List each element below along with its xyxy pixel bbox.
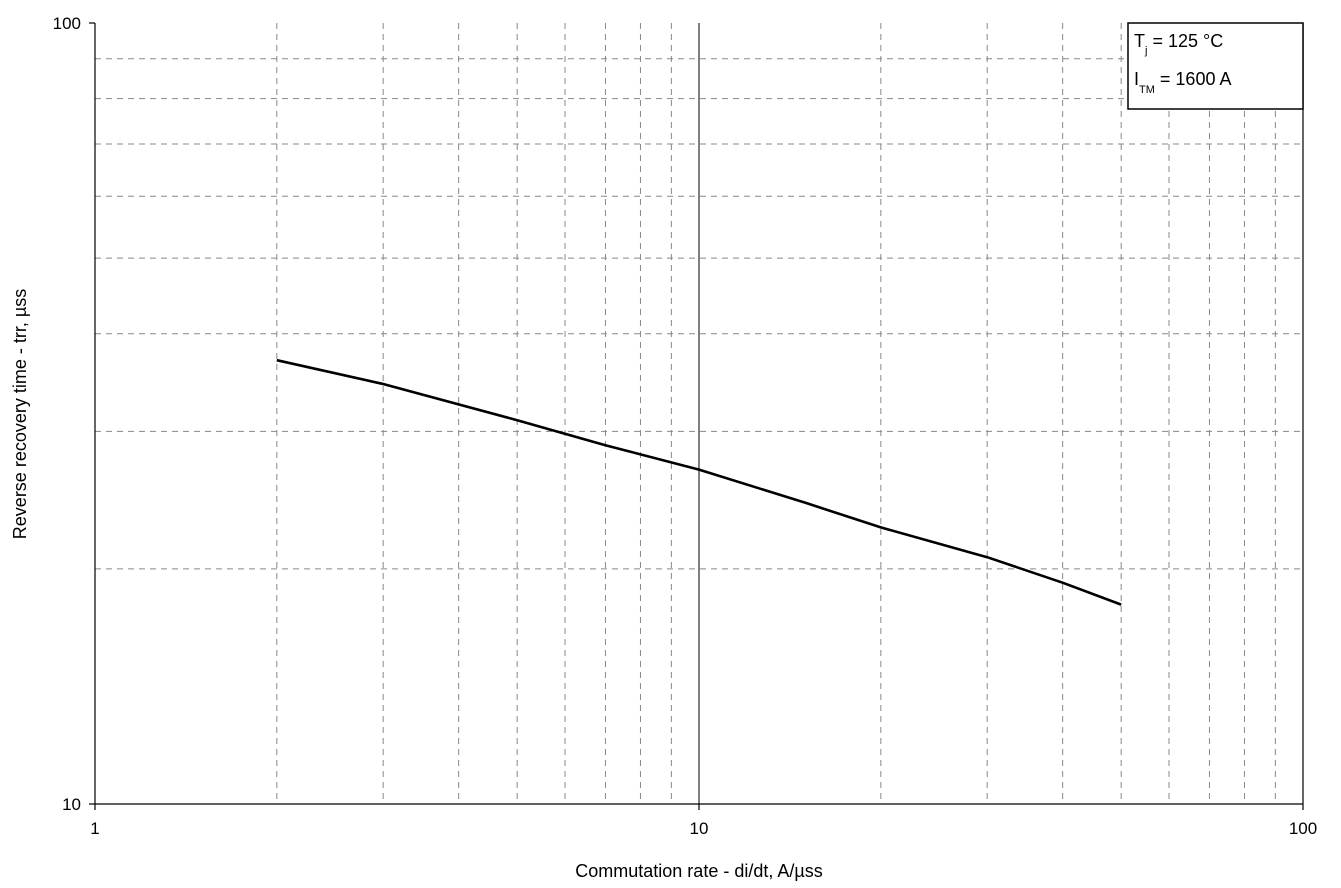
- x-tick-labels: 1 10 100: [90, 819, 1317, 838]
- y-tick-label: 100: [53, 14, 81, 33]
- x-tick-label: 10: [690, 819, 709, 838]
- legend-frame: [1127, 22, 1304, 110]
- legend-tj-value: = 125 °C: [1147, 31, 1223, 51]
- x-axis-title: Commutation rate - di/dt, A/µss: [575, 861, 822, 881]
- legend-line-1: Tj = 125 °C: [1134, 31, 1223, 57]
- series-group: [276, 358, 1122, 606]
- x-tick-label: 1: [90, 819, 99, 838]
- legend-itm-value: = 1600 A: [1155, 69, 1232, 89]
- legend-box: Tj = 125 °C ITM = 1600 A: [1127, 22, 1304, 110]
- legend-tj-symbol: T: [1134, 31, 1145, 51]
- legend-line-2: ITM = 1600 A: [1134, 69, 1231, 96]
- axes: [89, 22, 1304, 810]
- legend-itm-subscript: TM: [1139, 84, 1155, 96]
- y-axis-title: Reverse recovery time - trr, µss: [10, 289, 30, 539]
- legend-itm-symbol: I: [1134, 69, 1139, 89]
- x-tick-label: 100: [1289, 819, 1317, 838]
- y-tick-labels: 10 100: [53, 14, 81, 814]
- grid: [95, 23, 1303, 804]
- legend-tj-subscript: j: [1144, 45, 1147, 57]
- y-tick-label: 10: [62, 795, 81, 814]
- series-line: [276, 358, 1122, 606]
